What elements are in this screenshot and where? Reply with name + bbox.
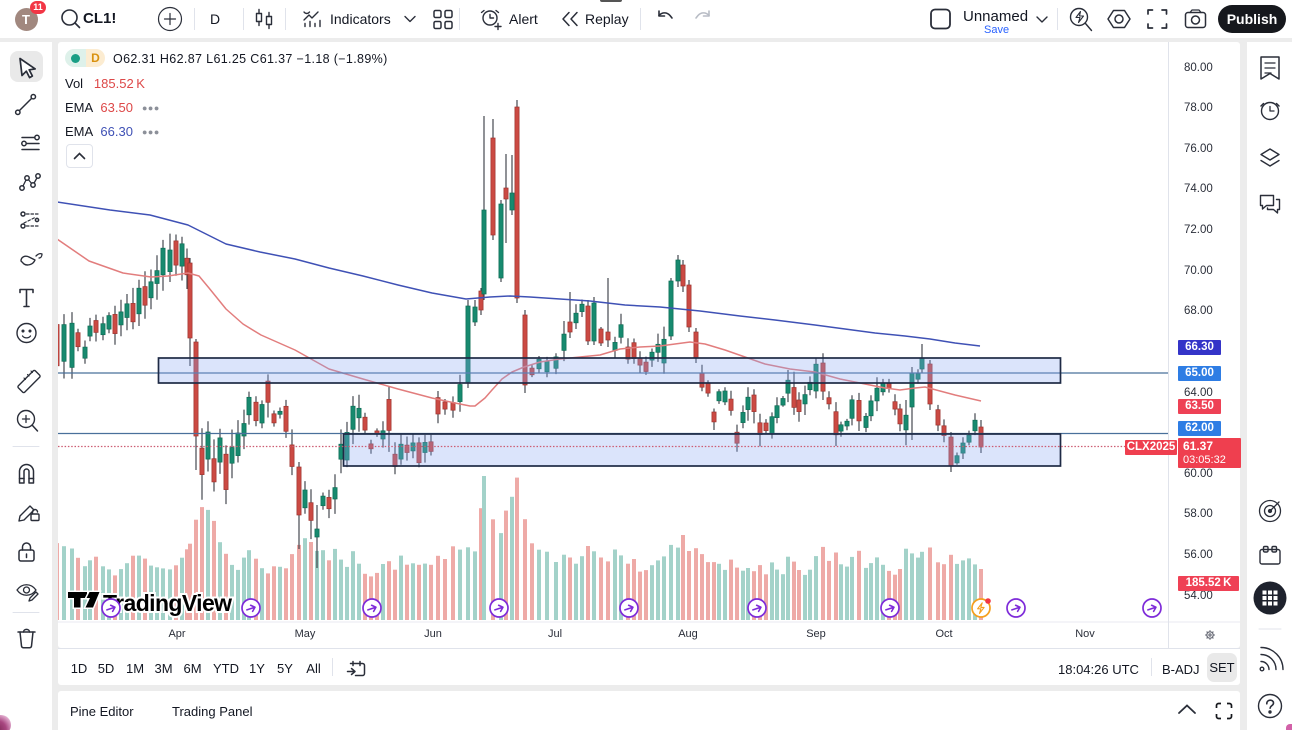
svg-text:TradingView: TradingView <box>103 590 232 616</box>
